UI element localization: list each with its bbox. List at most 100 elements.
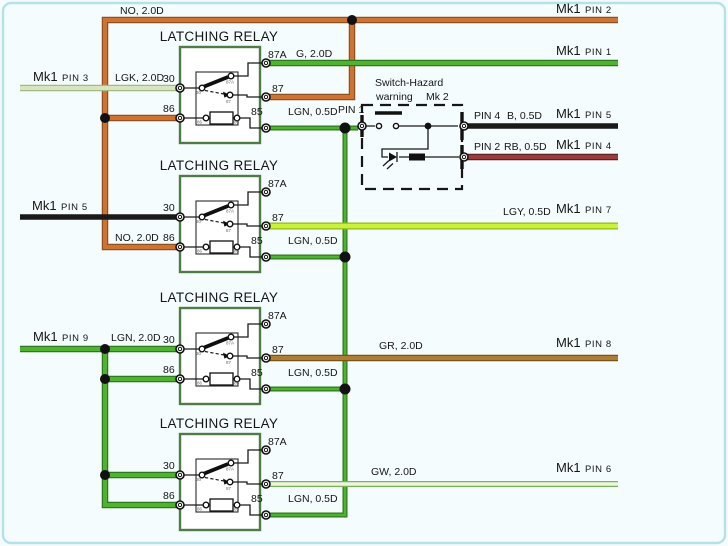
- relay-contact-87-node: [226, 352, 234, 360]
- junction-dot: [347, 15, 357, 25]
- mk1-text: Mk1: [32, 198, 57, 213]
- mk1-pin1-label: Mk1 PIN 1: [556, 43, 611, 58]
- hazard-pin2-connector: [459, 152, 469, 162]
- terminal-87-label: 87: [272, 83, 284, 95]
- hazard-mk2-label: Mk 2: [426, 91, 449, 103]
- junction-dot: [100, 344, 110, 354]
- relay-tiny-30: 30: [196, 351, 202, 356]
- mk1-pin5-left-label: Mk1 PIN 5: [32, 198, 87, 213]
- wire-label-lgn20: LGN, 2.0D: [111, 332, 161, 344]
- terminal-87a-label: 87A: [268, 436, 287, 448]
- terminal-87a-label: 87A: [268, 178, 287, 190]
- wire-label-rb05: RB, 0.5D: [504, 141, 547, 153]
- relay-tiny-87a: 87A: [226, 80, 234, 85]
- mk1-text: Mk1: [556, 335, 581, 350]
- junction-dot: [100, 113, 110, 123]
- relay-tiny-87a: 87A: [226, 209, 234, 214]
- relay-blade-arrow: [223, 220, 230, 227]
- relay-tiny-87: 87: [226, 486, 232, 491]
- wire-no-orange: [101, 16, 618, 251]
- wire-label-no-top: NO, 2.0D: [120, 5, 164, 17]
- led-icon: [389, 152, 397, 162]
- terminal-30-connector: [175, 83, 185, 93]
- relay-blade-arrow: [223, 91, 230, 98]
- hazard-pin1-label: PIN 1: [338, 104, 364, 116]
- relay-tiny-87a: 87A: [226, 341, 234, 346]
- hazard-title-line2: warning: [375, 91, 413, 103]
- terminal-85-connector: [261, 510, 271, 520]
- relay-blade-arrow: [223, 478, 230, 485]
- relay-pivot-node: [198, 471, 206, 479]
- pin-text: PIN 2: [585, 5, 612, 16]
- terminal-87-label: 87: [272, 470, 284, 482]
- terminal-87a-label: 87A: [268, 310, 287, 322]
- relay-tiny-85: 85: [234, 120, 240, 125]
- mk1-text: Mk1: [556, 43, 581, 58]
- relay-tiny-30: 30: [196, 477, 202, 482]
- relay-2: LATCHING RELAY 30 87A 87 86 85 30 86 87A…: [160, 158, 338, 274]
- relay-contact-87-node: [226, 91, 234, 99]
- junction-dot: [100, 470, 110, 480]
- hazard-switch-node: [392, 122, 400, 130]
- relay-1: LATCHING RELAY 30 87A 87 86 85 30 86 87A…: [160, 29, 338, 145]
- led-arrows-icon: [382, 152, 398, 170]
- terminal-30-connector: [175, 212, 185, 222]
- pin-text: PIN 5: [585, 110, 612, 121]
- relay-tiny-86: 86: [197, 507, 203, 512]
- mk1-text: Mk1: [556, 201, 581, 216]
- mk1-pin3-label: Mk1 PIN 3: [33, 69, 88, 84]
- mk1-text: Mk1: [556, 137, 581, 152]
- wire-label-lgn05: LGN, 0.5D: [288, 367, 338, 379]
- relay-tiny-30: 30: [196, 219, 202, 224]
- hazard-switch-node: [375, 122, 383, 130]
- relay-coil-node: [202, 501, 210, 509]
- hazard-pin4-connector: [459, 121, 469, 131]
- relay-coil: [209, 498, 234, 512]
- wire-label-lgy05: LGY, 0.5D: [503, 206, 551, 218]
- hazard-junction-dot: [424, 122, 432, 130]
- mk1-text: Mk1: [33, 69, 58, 84]
- mk1-pin2-label: Mk1 PIN 2: [556, 1, 612, 16]
- relay-internal-wires: [184, 449, 262, 516]
- terminal-86-connector: [175, 500, 185, 510]
- pin-text: PIN 7: [585, 205, 612, 216]
- relay-coil: [209, 372, 234, 386]
- terminal-30-label: 30: [163, 73, 175, 85]
- relay-internal-wires: [184, 323, 262, 390]
- terminal-30-connector: [175, 470, 185, 480]
- relay-contact-87-node: [226, 478, 234, 486]
- terminal-87-connector: [261, 92, 271, 102]
- relay-tiny-87: 87: [226, 99, 232, 104]
- terminal-30-label: 30: [163, 334, 175, 346]
- terminal-86-label: 86: [163, 364, 175, 376]
- wire-label-gw20: GW, 2.0D: [371, 466, 417, 478]
- relay-internal-wires: [184, 191, 262, 258]
- terminal-86-connector: [175, 242, 185, 252]
- terminal-85-label: 85: [251, 493, 263, 505]
- relay-tiny-85: 85: [234, 381, 240, 386]
- hazard-title-line1: Switch-Hazard: [375, 77, 443, 89]
- terminal-87-label: 87: [272, 212, 284, 224]
- relay-coil-node: [202, 243, 210, 251]
- wire-label-lgn05: LGN, 0.5D: [288, 493, 338, 505]
- wire-label-lgk: LGK, 2.0D: [115, 72, 164, 84]
- terminal-86-label: 86: [163, 103, 175, 115]
- hazard-pin4-label: PIN 4: [474, 110, 500, 122]
- relay-tiny-87: 87: [226, 360, 232, 365]
- relay-tiny-30: 30: [196, 90, 202, 95]
- wire-label-gr20: GR, 2.0D: [379, 340, 423, 352]
- pin-text: PIN 9: [62, 333, 89, 344]
- junction-dot: [100, 374, 110, 384]
- terminal-85-label: 85: [251, 106, 263, 118]
- relay-tiny-87a: 87A: [226, 467, 234, 472]
- mk1-text: Mk1: [556, 460, 581, 475]
- terminal-85-label: 85: [251, 367, 263, 379]
- relay-coil: [209, 111, 234, 125]
- mk1-pin6-label: Mk1 PIN 6: [556, 460, 611, 475]
- relay-tiny-86: 86: [197, 381, 203, 386]
- relay-coil-node: [202, 375, 210, 383]
- pin-text: PIN 4: [585, 141, 612, 152]
- relay-coil-node: [233, 243, 241, 251]
